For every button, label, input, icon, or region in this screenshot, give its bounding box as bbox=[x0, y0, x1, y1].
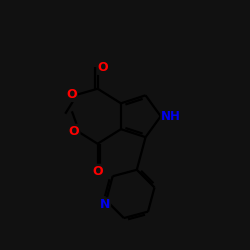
Text: O: O bbox=[92, 165, 103, 178]
Text: N: N bbox=[100, 198, 110, 211]
Text: O: O bbox=[69, 125, 80, 138]
Text: NH: NH bbox=[161, 110, 181, 123]
Text: O: O bbox=[98, 61, 108, 74]
Text: O: O bbox=[66, 88, 77, 101]
